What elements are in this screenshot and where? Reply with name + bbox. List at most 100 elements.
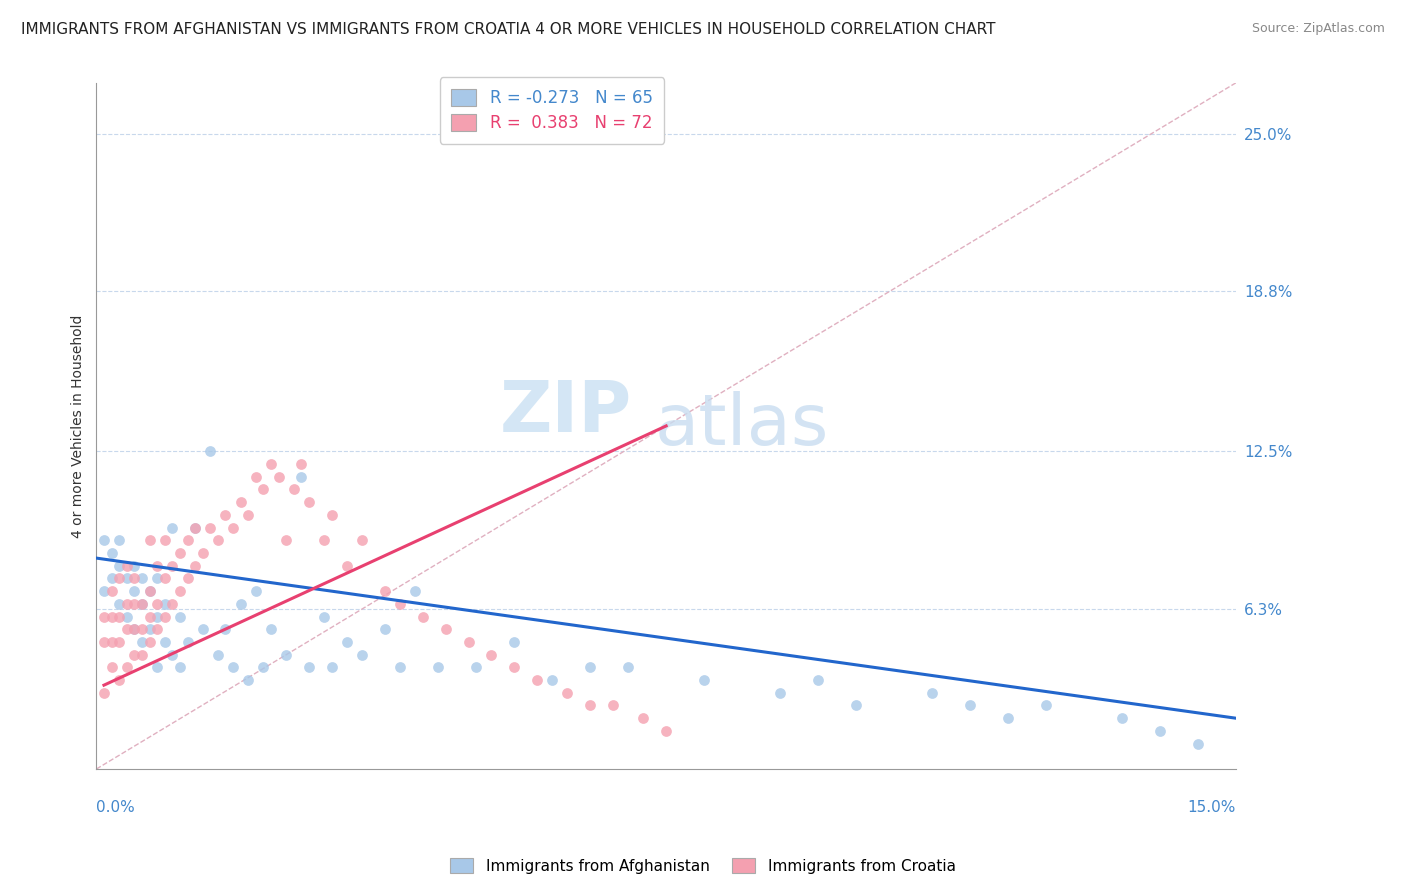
Point — [260, 622, 283, 636]
Point — [176, 571, 198, 585]
Point — [93, 686, 115, 700]
Point — [169, 584, 191, 599]
Point — [115, 558, 138, 573]
Point — [1111, 711, 1133, 725]
Point — [124, 648, 146, 662]
Text: IMMIGRANTS FROM AFGHANISTAN VS IMMIGRANTS FROM CROATIA 4 OR MORE VEHICLES IN HOU: IMMIGRANTS FROM AFGHANISTAN VS IMMIGRANT… — [21, 22, 995, 37]
Point — [93, 635, 115, 649]
Point — [617, 660, 640, 674]
Point — [336, 558, 359, 573]
Point — [214, 622, 236, 636]
Point — [412, 609, 434, 624]
Point — [191, 622, 214, 636]
Point — [321, 508, 343, 522]
Point — [238, 673, 260, 687]
Point — [434, 622, 457, 636]
Point — [169, 546, 191, 560]
Point — [176, 533, 198, 548]
Point — [131, 597, 153, 611]
Point — [352, 533, 374, 548]
Point — [260, 457, 283, 471]
Point — [108, 533, 131, 548]
Point — [267, 469, 290, 483]
Point — [1035, 698, 1057, 713]
Point — [283, 483, 305, 497]
Point — [124, 622, 146, 636]
Point — [146, 558, 169, 573]
Point — [153, 571, 176, 585]
Point — [124, 597, 146, 611]
Point — [229, 495, 252, 509]
Text: 15.0%: 15.0% — [1188, 799, 1236, 814]
Point — [124, 558, 146, 573]
Point — [207, 533, 229, 548]
Point — [108, 558, 131, 573]
Point — [93, 609, 115, 624]
Point — [602, 698, 624, 713]
Point — [314, 609, 336, 624]
Point — [162, 597, 184, 611]
Point — [1149, 723, 1171, 738]
Text: ZIP: ZIP — [499, 377, 631, 447]
Point — [162, 648, 184, 662]
Point — [427, 660, 450, 674]
Point — [115, 660, 138, 674]
Point — [138, 622, 160, 636]
Point — [336, 635, 359, 649]
Point — [200, 444, 222, 458]
Point — [503, 660, 526, 674]
Point — [100, 660, 122, 674]
Y-axis label: 4 or more Vehicles in Household: 4 or more Vehicles in Household — [72, 314, 86, 538]
Point — [146, 622, 169, 636]
Point — [115, 597, 138, 611]
Legend: R = -0.273   N = 65, R =  0.383   N = 72: R = -0.273 N = 65, R = 0.383 N = 72 — [440, 78, 665, 144]
Point — [146, 609, 169, 624]
Point — [108, 635, 131, 649]
Point — [503, 635, 526, 649]
Point — [124, 584, 146, 599]
Point — [693, 673, 716, 687]
Point — [769, 686, 792, 700]
Point — [959, 698, 981, 713]
Point — [321, 660, 343, 674]
Point — [162, 520, 184, 534]
Point — [153, 609, 176, 624]
Point — [146, 660, 169, 674]
Point — [276, 533, 298, 548]
Point — [997, 711, 1019, 725]
Point — [115, 571, 138, 585]
Point — [374, 622, 396, 636]
Point — [131, 648, 153, 662]
Point — [100, 609, 122, 624]
Point — [100, 584, 122, 599]
Point — [541, 673, 564, 687]
Point — [314, 533, 336, 548]
Point — [184, 558, 207, 573]
Point — [131, 597, 153, 611]
Point — [108, 571, 131, 585]
Point — [222, 520, 245, 534]
Text: atlas: atlas — [655, 392, 830, 460]
Point — [557, 686, 579, 700]
Point — [457, 635, 479, 649]
Point — [298, 660, 321, 674]
Legend: Immigrants from Afghanistan, Immigrants from Croatia: Immigrants from Afghanistan, Immigrants … — [444, 852, 962, 880]
Point — [389, 660, 412, 674]
Point — [184, 520, 207, 534]
Point — [146, 571, 169, 585]
Point — [153, 597, 176, 611]
Point — [191, 546, 214, 560]
Point — [655, 723, 678, 738]
Point — [921, 686, 943, 700]
Point — [352, 648, 374, 662]
Point — [579, 698, 602, 713]
Point — [229, 597, 252, 611]
Point — [153, 533, 176, 548]
Point — [138, 584, 160, 599]
Text: Source: ZipAtlas.com: Source: ZipAtlas.com — [1251, 22, 1385, 36]
Point — [465, 660, 488, 674]
Point — [238, 508, 260, 522]
Point — [131, 635, 153, 649]
Point — [200, 520, 222, 534]
Point — [214, 508, 236, 522]
